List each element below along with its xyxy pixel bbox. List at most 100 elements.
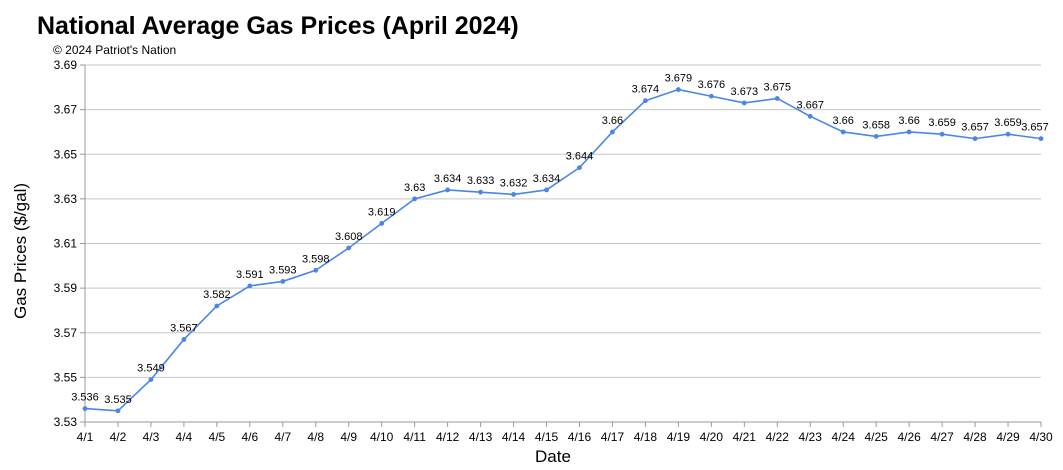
data-point xyxy=(247,283,253,289)
y-tick-label: 3.59 xyxy=(54,281,78,295)
x-tick-label: 4/14 xyxy=(502,430,526,444)
y-tick-label: 3.53 xyxy=(54,415,78,429)
x-tick-label: 4/20 xyxy=(700,430,724,444)
data-point xyxy=(1038,136,1044,142)
x-tick-label: 4/26 xyxy=(897,430,921,444)
y-tick-label: 3.55 xyxy=(54,370,78,384)
x-tick-label: 4/7 xyxy=(274,430,291,444)
data-label: 3.66 xyxy=(832,115,853,127)
x-tick-label: 4/27 xyxy=(930,430,954,444)
data-label: 3.633 xyxy=(467,175,495,187)
data-point xyxy=(610,129,615,135)
x-tick-label: 4/9 xyxy=(340,430,357,444)
data-point xyxy=(873,134,879,139)
data-point xyxy=(214,303,220,309)
axes xyxy=(80,64,1042,427)
x-tick-label: 4/29 xyxy=(996,430,1020,444)
data-label: 3.644 xyxy=(566,151,594,163)
series-line-layer xyxy=(84,88,1042,412)
data-point xyxy=(148,377,154,383)
chart-title: National Average Gas Prices (April 2024) xyxy=(37,12,519,40)
data-point xyxy=(708,93,714,99)
x-tick-label: 4/30 xyxy=(1029,430,1053,444)
x-tick-label: 4/5 xyxy=(209,430,226,444)
data-label: 3.674 xyxy=(632,84,660,96)
data-label: 3.679 xyxy=(665,73,693,85)
data-label: 3.619 xyxy=(368,206,396,218)
data-point xyxy=(675,87,681,92)
data-label: 3.582 xyxy=(203,289,231,301)
x-tick-label: 4/19 xyxy=(667,430,691,444)
x-tick-label: 4/18 xyxy=(634,430,658,444)
data-point xyxy=(939,131,945,137)
data-point xyxy=(313,267,319,273)
x-tick-label: 4/3 xyxy=(143,430,160,444)
data-point xyxy=(544,187,549,193)
y-tick-labels: 3.53 3.55 3.57 3.59 3.61 3.63 3.65 3.67 3.69 xyxy=(54,58,78,429)
data-point xyxy=(82,406,88,412)
data-label: 3.535 xyxy=(104,394,132,406)
x-tick-label: 4/28 xyxy=(963,430,987,444)
data-label: 3.632 xyxy=(500,177,528,189)
data-label: 3.66 xyxy=(898,115,919,127)
data-label: 3.657 xyxy=(961,122,989,134)
x-tick-label: 4/15 xyxy=(535,430,559,444)
chart-subtitle: © 2024 Patriot's Nation xyxy=(53,43,177,57)
y-tick-label: 3.63 xyxy=(54,192,78,206)
data-point xyxy=(511,192,516,197)
data-point xyxy=(346,245,352,251)
data-label: 3.536 xyxy=(71,392,99,404)
y-axis-title: Gas Prices ($/gal) xyxy=(11,183,30,319)
data-point xyxy=(774,96,780,101)
data-label: 3.549 xyxy=(137,363,165,375)
data-point xyxy=(115,408,121,414)
y-tick-label: 3.57 xyxy=(54,326,78,340)
x-tick-label: 4/24 xyxy=(832,430,856,444)
data-label: 3.676 xyxy=(698,79,726,91)
data-label: 3.667 xyxy=(796,99,824,111)
data-label: 3.659 xyxy=(928,117,956,129)
data-point xyxy=(445,187,451,193)
y-tick-label: 3.61 xyxy=(54,237,78,251)
data-point xyxy=(478,189,483,195)
data-points xyxy=(82,87,1044,414)
x-tick-label: 4/6 xyxy=(241,430,258,444)
data-label: 3.66 xyxy=(602,115,623,127)
x-tick-label: 4/10 xyxy=(370,430,394,444)
data-point xyxy=(906,129,912,135)
x-tick-labels: 4/1 4/2 4/3 4/4 4/5 4/6 4/7 4/8 4/9 4/10 4/11 4/12 4… xyxy=(77,430,1053,444)
data-point xyxy=(181,337,187,342)
data-label: 3.608 xyxy=(335,231,363,243)
x-tick-label: 4/17 xyxy=(601,430,625,444)
y-tick-label: 3.67 xyxy=(54,103,78,117)
x-tick-label: 4/22 xyxy=(766,430,790,444)
y-tick-label: 3.69 xyxy=(54,58,78,72)
data-point xyxy=(577,165,582,171)
y-tick-label: 3.65 xyxy=(54,147,78,161)
data-label: 3.634 xyxy=(434,173,462,185)
x-tick-label: 4/12 xyxy=(436,430,460,444)
x-tick-label: 4/4 xyxy=(176,430,193,444)
data-label: 3.591 xyxy=(236,269,264,281)
data-point xyxy=(379,221,385,226)
x-axis-title: Date xyxy=(535,447,571,466)
data-point xyxy=(412,196,418,202)
data-labels: 3.536 3.535 3.549 3.567 3.582 3.591 3.593 3.598… xyxy=(71,73,1049,406)
data-label: 3.598 xyxy=(302,253,330,265)
x-tick-label: 4/16 xyxy=(568,430,592,444)
x-tick-label: 4/2 xyxy=(110,430,127,444)
data-label: 3.593 xyxy=(269,264,297,276)
data-point xyxy=(807,113,813,119)
series-line xyxy=(84,88,1042,412)
x-tick-label: 4/21 xyxy=(733,430,757,444)
data-label: 3.63 xyxy=(404,182,425,194)
data-label: 3.567 xyxy=(170,322,198,334)
data-point xyxy=(1005,131,1011,137)
data-point xyxy=(840,129,846,135)
data-point xyxy=(280,279,286,284)
data-point xyxy=(643,98,648,104)
x-tick-label: 4/11 xyxy=(403,430,426,444)
data-point xyxy=(741,100,747,106)
data-label: 3.634 xyxy=(533,173,561,185)
